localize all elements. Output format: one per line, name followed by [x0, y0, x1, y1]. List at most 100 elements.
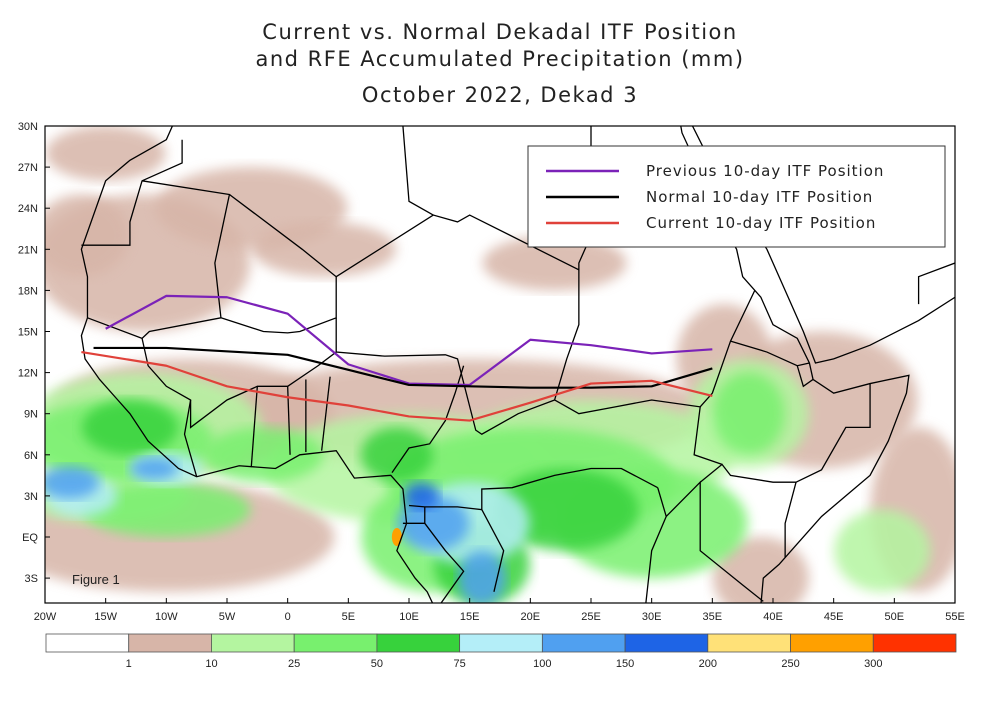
colorbar-label: 75: [454, 658, 466, 670]
y-tick-label: 27N: [18, 162, 38, 174]
x-tick-label: 10E: [399, 611, 419, 623]
y-tick-label: 9N: [24, 409, 38, 421]
x-tick-label: 15W: [94, 611, 117, 623]
country-border: [730, 340, 810, 367]
colorbar-swatch: [293, 633, 378, 653]
x-tick-label: 5E: [342, 611, 355, 623]
legend-label: Current 10-day ITF Position: [646, 214, 876, 232]
country-border: [81, 139, 183, 246]
country-border: [183, 399, 198, 477]
precip-patch: [45, 194, 130, 277]
colorbar-label: 200: [699, 658, 717, 670]
precip-patch: [482, 235, 627, 291]
precip-patch: [82, 482, 251, 537]
x-tick-label: 55E: [945, 611, 965, 623]
country-border: [402, 126, 434, 216]
colorbar-label: 150: [616, 658, 634, 670]
y-tick-label: 21N: [18, 244, 38, 256]
country-border: [320, 376, 331, 451]
colorbar-label: 250: [781, 658, 799, 670]
x-tick-label: 30E: [642, 611, 662, 623]
colorbar-swatch: [707, 633, 791, 653]
x-tick-label: 40E: [763, 611, 783, 623]
x-tick-label: 50E: [885, 611, 905, 623]
y-tick-label: 30N: [18, 121, 38, 133]
itf-line-normal: [93, 346, 713, 389]
x-tick-label: 20E: [521, 611, 541, 623]
colorbar-swatch: [45, 633, 130, 653]
country-border: [553, 269, 756, 415]
y-tick-label: 12N: [18, 368, 38, 380]
y-tick-label: 15N: [18, 327, 38, 339]
colorbar-swatch: [459, 633, 543, 653]
country-border: [229, 193, 725, 278]
legend-label: Previous 10-day ITF Position: [646, 162, 884, 180]
precip-patch-high: [391, 528, 402, 546]
itf-line-current: [81, 350, 713, 422]
precip-patch: [81, 400, 178, 455]
x-tick-label: 25E: [581, 611, 601, 623]
precip-patch: [45, 126, 166, 181]
itf-lines: [81, 294, 713, 422]
y-tick-label: 24N: [18, 203, 38, 215]
colorbar-swatch: [128, 633, 212, 653]
country-border: [796, 365, 814, 388]
precip-patch: [130, 457, 179, 480]
country-border: [250, 386, 258, 468]
colorbar-swatch: [376, 633, 461, 653]
colorbar-label: 25: [288, 658, 300, 670]
map-frame: [44, 125, 956, 604]
y-tick-label: 3S: [25, 573, 38, 585]
x-tick-label: 10W: [155, 611, 178, 623]
colorbar-label: 10: [205, 658, 217, 670]
precip-patch: [203, 427, 324, 483]
precipitation-field: [45, 126, 955, 603]
colorbar-swatch: [624, 633, 709, 653]
precip-patch: [494, 468, 639, 551]
y-tick-label: 18N: [18, 285, 38, 297]
country-border: [424, 522, 465, 603]
colorbar: 1 10 25 50 75 100 150 200 250 300: [45, 633, 957, 670]
coastline-west: [80, 126, 434, 603]
country-border: [141, 338, 337, 429]
legend-label: Normal 10-day ITF Position: [646, 188, 873, 206]
title-line-2: and RFE Accumulated Precipitation (mm): [255, 47, 745, 71]
country-border: [665, 480, 764, 602]
x-tick-label: 15E: [460, 611, 480, 623]
x-tick-label: 45E: [824, 611, 844, 623]
precip-patch: [834, 509, 931, 592]
country-border: [335, 317, 555, 436]
title-line-3: October 2022, Dekad 3: [361, 83, 639, 107]
axis-ticks: 20W 15W 10W 5W 0 5E 10E 15E 20E 25E 30E 35E 40E 45E 50…: [18, 121, 965, 623]
title-line-1: Current vs. Normal Dekadal ITF Position: [262, 20, 738, 44]
country-border: [795, 383, 871, 483]
x-tick-label: 35E: [703, 611, 723, 623]
y-tick-label: 6N: [24, 450, 38, 462]
country-border: [645, 487, 667, 603]
country-border: [408, 467, 659, 511]
y-tick-label: EQ: [22, 532, 38, 544]
figure-label: Figure 1: [72, 572, 120, 587]
country-border: [481, 509, 505, 592]
precip-patch: [252, 221, 397, 277]
x-tick-label: 5W: [219, 611, 236, 623]
country-border: [917, 262, 955, 305]
colorbar-swatch: [541, 633, 626, 653]
country-border: [391, 365, 465, 473]
precip-patch: [360, 427, 433, 483]
precip-patch: [397, 495, 470, 551]
x-tick-label: 0: [285, 611, 291, 623]
country-border: [693, 406, 723, 466]
colorbar-swatch: [872, 633, 957, 653]
precip-patch: [403, 482, 440, 510]
colorbar-label: 50: [371, 658, 383, 670]
country-border: [220, 276, 337, 334]
colorbar-label: 100: [533, 658, 551, 670]
precip-patch: [45, 465, 100, 499]
legend: Previous 10-day ITF Position Normal 10-da…: [527, 145, 946, 248]
colorbar-swatch: [790, 633, 874, 653]
itf-line-previous: [105, 294, 713, 387]
y-tick-label: 3N: [24, 491, 38, 503]
precip-patch: [457, 550, 506, 603]
